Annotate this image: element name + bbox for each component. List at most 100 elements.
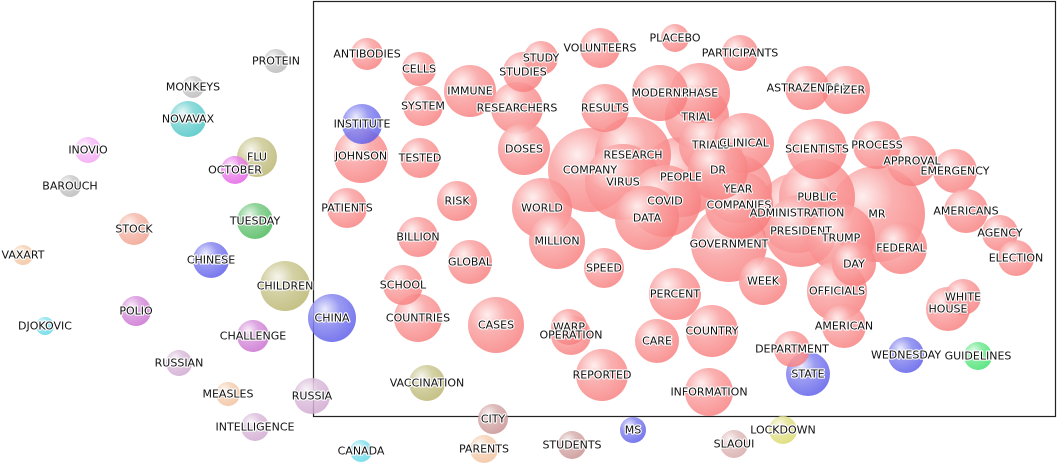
bubble-dr (688, 140, 748, 200)
bubble-highlight (327, 188, 367, 228)
cluster-frame (312, 0, 1057, 418)
label-billion: BILLION (396, 231, 439, 244)
bubble-pfizer (822, 66, 870, 114)
bubble-country (686, 305, 738, 357)
label-doses: DOSES (505, 143, 543, 156)
bubble-slaoui (720, 430, 748, 458)
label-administration: ADMINISTRATION (750, 207, 845, 220)
label-johnson: JOHNSON (334, 150, 387, 163)
bubble-warp (551, 309, 587, 345)
label-day: DAY (843, 258, 865, 271)
bubble-antibodies (351, 38, 383, 70)
bubble-highlight (581, 84, 629, 132)
label-trial: TRIAL (680, 111, 713, 124)
bubble-americans (944, 189, 988, 233)
label-federal: FEDERAL (876, 242, 926, 255)
label-cases: CASES (478, 319, 514, 332)
label-research: RESEARCH (603, 149, 662, 162)
bubble-million (529, 213, 585, 269)
bubble-highlight (688, 140, 748, 200)
bubble-russian (166, 350, 192, 376)
label-astrazeneca: ASTRAZENECA (767, 82, 848, 95)
bubble-highlight (720, 430, 748, 458)
bubble-highlight (822, 304, 866, 348)
bubble-guidelines (964, 342, 992, 370)
label-american: AMERICAN (815, 320, 873, 333)
label-institute: INSTITUTE (334, 118, 391, 131)
label-pfizer: PFIZER (827, 84, 866, 97)
bubble-highlight (166, 350, 192, 376)
bubble-speed (584, 248, 624, 288)
label-results: RESULTS (581, 102, 629, 115)
bubble-layer (13, 24, 1034, 463)
label-measles: MEASLES (202, 388, 253, 401)
bubble-highlight (437, 181, 477, 221)
bubble-highlight (685, 368, 733, 416)
bubble-highlight (576, 349, 628, 401)
label-department: DEPARTMENT (755, 343, 829, 356)
label-barouch: BAROUCH (42, 180, 97, 193)
bubble-highlight (670, 63, 730, 123)
label-emergency: EMERGENCY (921, 165, 990, 178)
bubble-highlight (350, 440, 372, 462)
bubble-highlight (448, 240, 492, 284)
label-placebo: PLACEBO (650, 32, 701, 45)
label-polio: POLIO (119, 305, 153, 318)
bubble-challenge (237, 320, 269, 352)
label-president: PRESIDENT (770, 225, 832, 238)
bubble-highlight (241, 413, 269, 441)
label-global: GLOBAL (448, 256, 493, 269)
bubble-highlight (632, 65, 688, 121)
bubble-highlight (774, 331, 810, 367)
bubble-results (581, 84, 629, 132)
label-novavax: NOVAVAX (162, 113, 215, 126)
bubble-parents (470, 435, 498, 463)
label-october: OCTOBER (208, 164, 262, 177)
bubble-highlight (383, 265, 423, 305)
bubble-highlight (635, 319, 679, 363)
label-antibodies: ANTIBODIES (333, 48, 400, 61)
bubble-tested (400, 138, 440, 178)
bubble-risk (437, 181, 477, 221)
bubble-intelligence (241, 413, 269, 441)
bubble-monkeys (182, 76, 204, 98)
bubble-highlight (182, 76, 204, 98)
bubble-inovio (75, 137, 101, 163)
bubble-highlight (216, 382, 240, 406)
bubble-highlight (875, 222, 927, 274)
bubble-students (558, 431, 586, 459)
bubble-american (822, 304, 866, 348)
label-americans: AMERICANS (933, 205, 998, 218)
label-people: PEOPLE (660, 171, 702, 184)
label-covid: COVID (647, 195, 682, 208)
bubble-highlight (409, 365, 445, 401)
label-million: MILLION (534, 235, 579, 248)
bubble-reported (576, 349, 628, 401)
bubble-protein (264, 49, 288, 73)
label-approval: APPROVAL (883, 155, 941, 168)
bubble-highlight (584, 248, 624, 288)
label-system: SYSTEM (401, 100, 445, 113)
label-tuesday: TUESDAY (229, 215, 281, 228)
bubble-china (308, 294, 356, 342)
bubble-highlight (853, 121, 901, 169)
bubble-highlight (351, 38, 383, 70)
bubble-white (945, 279, 981, 315)
bubble-doses (498, 123, 550, 175)
label-data: DATA (633, 212, 662, 225)
label-information: INFORMATION (670, 386, 747, 399)
label-flu: FLU (247, 151, 267, 164)
label-studies: STUDIES (499, 66, 546, 79)
bubble-highlight (403, 86, 443, 126)
bubble-placebo (661, 24, 689, 52)
bubble-department (774, 331, 810, 367)
label-slaoui: SLAOUI (714, 438, 755, 451)
label-vaxart: VAXART (2, 249, 45, 262)
label-world: WORLD (521, 202, 563, 215)
bubble-russia (294, 378, 330, 414)
bubble-highlight (686, 305, 738, 357)
bubble-highlight (59, 175, 81, 197)
bubble-highlight (468, 297, 524, 353)
bubble-polio (121, 296, 151, 326)
